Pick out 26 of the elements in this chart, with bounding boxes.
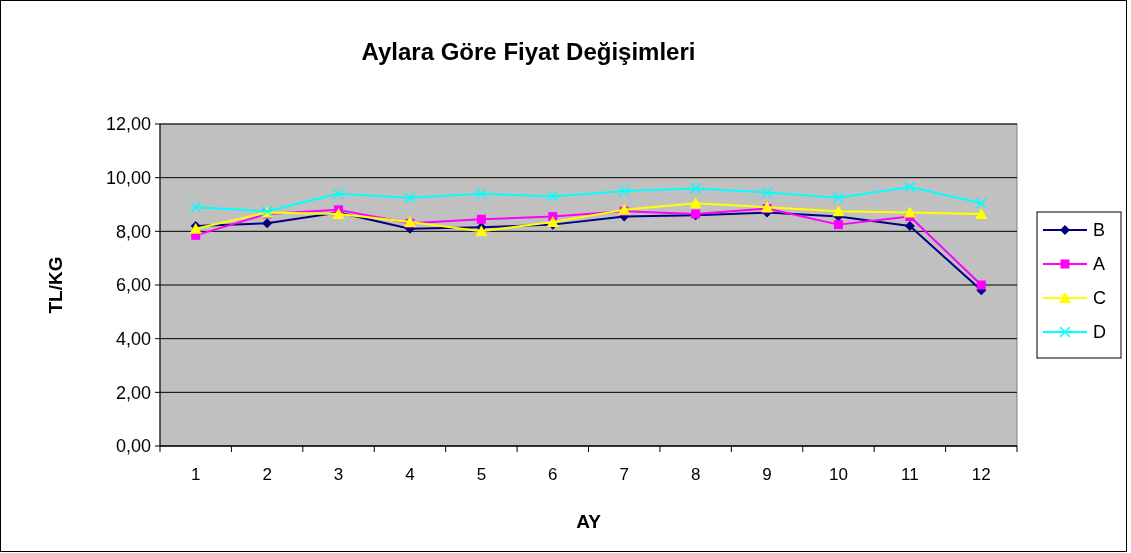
y-tick-label: 12,00 (105, 114, 151, 135)
y-tick-label: 0,00 (115, 436, 151, 457)
x-tick-label: 5 (476, 465, 487, 484)
y-tick-label: 10,00 (105, 167, 151, 188)
y-axis-title: TL/KG (45, 256, 66, 314)
x-tick-label: 7 (619, 465, 629, 484)
x-axis-title: AY (576, 511, 602, 532)
chart-title: Aylara Göre Fiyat Değişimleri (361, 38, 696, 65)
x-tick-label: 1 (190, 465, 201, 484)
y-tick-label: 8,00 (115, 221, 151, 242)
x-tick-label: 3 (333, 465, 344, 484)
legend-label: C (1093, 288, 1106, 309)
y-tick-label: 4,00 (115, 328, 151, 349)
x-tick-label: 10 (829, 465, 848, 484)
legend-label: B (1093, 220, 1106, 241)
x-tick-label: 11 (901, 465, 919, 484)
x-tick-label: 8 (690, 465, 701, 484)
x-tick-label: 4 (405, 465, 415, 484)
x-tick-label: 12 (971, 465, 991, 484)
x-tick-label: 2 (262, 465, 272, 484)
x-tick-label: 6 (548, 465, 558, 484)
y-tick-label: 6,00 (115, 275, 151, 296)
x-tick-label: 9 (762, 465, 772, 484)
legend-label: A (1093, 254, 1106, 275)
y-tick-label: 2,00 (115, 382, 151, 403)
legend-label: D (1093, 322, 1106, 343)
